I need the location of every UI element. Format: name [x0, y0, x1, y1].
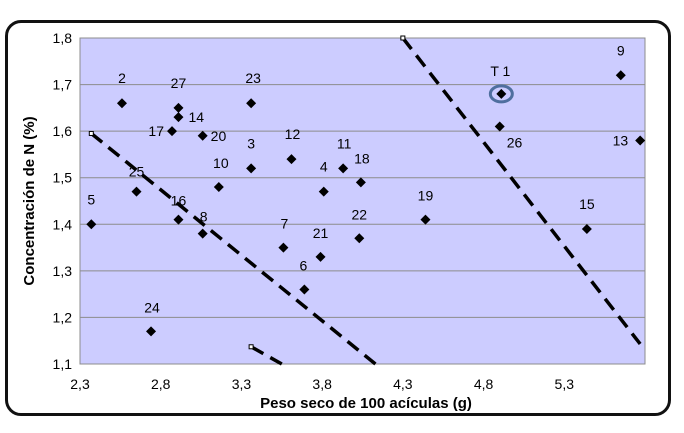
- data-point: [338, 163, 349, 174]
- y-tick-label: 1,6: [53, 123, 73, 139]
- data-point: [318, 186, 329, 197]
- y-tick-labels: 1,1 1,2 1,3 1,4 1,5 1,6 1,7 1,8: [53, 30, 73, 372]
- point-label: 5: [87, 191, 95, 207]
- point-label: 15: [579, 196, 595, 212]
- point-label: 26: [507, 134, 523, 150]
- line-endpoint: [248, 344, 254, 350]
- point-label: 24: [144, 299, 160, 315]
- x-tick-label: 2,3: [70, 376, 90, 392]
- point-label: 12: [285, 126, 301, 142]
- data-point: [86, 219, 97, 230]
- point-label: 2: [118, 70, 126, 86]
- line-endpoint: [88, 130, 94, 136]
- point-label: 22: [351, 206, 367, 222]
- data-point: [131, 186, 142, 197]
- dashed-line: [90, 132, 377, 366]
- x-tick-label: 2,8: [151, 376, 171, 392]
- data-point: [581, 223, 592, 234]
- data-point: [494, 121, 505, 132]
- gridlines: [80, 37, 645, 365]
- y-tick-label: 1,7: [53, 77, 73, 93]
- data-point: [173, 102, 184, 113]
- point-label: 27: [171, 75, 187, 91]
- data-point: [315, 251, 326, 262]
- x-tick-label: 3,3: [232, 376, 252, 392]
- point-label: T 1: [490, 63, 510, 79]
- data-point: [355, 177, 366, 188]
- data-point: [197, 130, 208, 141]
- x-tick-label: 4,8: [474, 376, 494, 392]
- x-tick-labels: 2,3 2,8 3,3 3,8 4,3 4,8 5,3: [70, 376, 574, 392]
- dashed-lines: [88, 35, 642, 366]
- point-label: 7: [281, 216, 289, 232]
- point-label: 6: [299, 257, 307, 273]
- point-label: 13: [613, 132, 629, 148]
- data-points: 2 27 14 23 17 20 3 12 11 10 25 4 18 5 16 8 7 21 22 19 6 24 T 1…: [86, 42, 646, 337]
- y-tick-label: 1,3: [53, 263, 73, 279]
- line-endpoint: [400, 35, 406, 41]
- y-tick-label: 1,2: [53, 309, 73, 325]
- point-label: 19: [418, 188, 434, 204]
- data-point: [213, 182, 224, 193]
- data-point: [635, 135, 646, 146]
- plot-area: [79, 37, 646, 365]
- data-point: [173, 112, 184, 123]
- x-axis-label: Peso seco de 100 acículas (g): [260, 395, 472, 412]
- data-point: [116, 98, 127, 109]
- point-label: 25: [129, 164, 145, 180]
- data-point: [167, 126, 178, 137]
- data-point: [354, 233, 365, 244]
- point-label: 10: [213, 155, 229, 171]
- data-point: [286, 154, 297, 165]
- point-label: 4: [320, 159, 328, 175]
- point-label: 17: [148, 123, 164, 139]
- y-tick-label: 1,5: [53, 170, 73, 186]
- dashed-line: [250, 345, 283, 366]
- point-label: 21: [313, 225, 329, 241]
- data-point: [278, 242, 289, 253]
- data-point: [173, 214, 184, 225]
- data-point: [496, 88, 507, 99]
- data-point: [197, 228, 208, 239]
- x-tick-label: 3,8: [312, 376, 332, 392]
- point-label: 14: [188, 109, 204, 125]
- point-label: 11: [337, 135, 352, 151]
- data-point: [299, 284, 310, 295]
- point-label: 23: [245, 70, 261, 86]
- x-tick-label: 5,3: [555, 376, 575, 392]
- point-label: 18: [354, 150, 370, 166]
- point-label: 16: [171, 193, 187, 209]
- highlight-ring: [488, 84, 514, 104]
- point-label: 20: [211, 128, 227, 144]
- y-axis-label: Concentración de N (%): [21, 116, 38, 285]
- data-point: [246, 98, 257, 109]
- y-tick-label: 1,4: [53, 216, 73, 232]
- data-point: [420, 214, 431, 225]
- point-label: 3: [247, 135, 255, 151]
- y-tick-label: 1,8: [53, 30, 73, 46]
- point-label: 9: [617, 42, 625, 58]
- data-point: [146, 326, 157, 337]
- data-point: [615, 70, 626, 81]
- point-label: 8: [200, 209, 208, 225]
- data-point: [246, 163, 257, 174]
- y-tick-label: 1,1: [53, 356, 73, 372]
- x-tick-label: 4,3: [393, 376, 413, 392]
